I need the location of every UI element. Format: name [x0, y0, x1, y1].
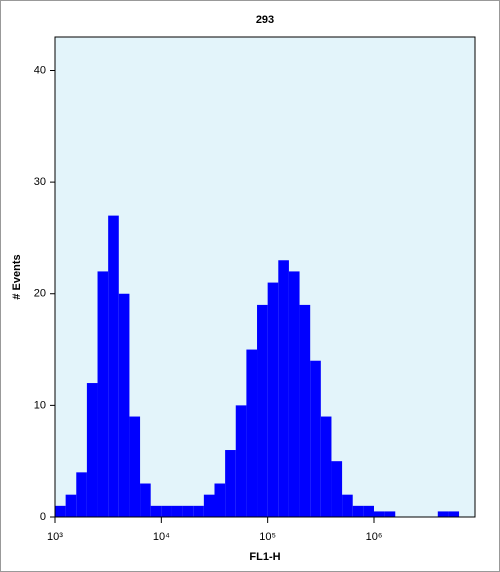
bar	[373, 511, 385, 517]
y-tick-label: 20	[34, 288, 46, 300]
bar	[384, 511, 396, 517]
bar	[288, 271, 300, 517]
bar	[278, 260, 289, 517]
bar	[161, 505, 172, 517]
y-tick-label: 0	[40, 511, 46, 523]
x-axis-label: FL1-H	[249, 551, 280, 563]
x-tick-label: 10⁶	[366, 531, 383, 543]
y-axis-label: # Events	[11, 254, 23, 299]
bar	[171, 505, 183, 517]
plot-border	[54, 36, 476, 518]
bar	[203, 494, 215, 517]
y-tick-label: 30	[34, 176, 46, 188]
bar	[182, 505, 194, 517]
bar	[246, 349, 258, 517]
bar	[310, 360, 321, 517]
bar	[267, 282, 279, 517]
bar	[352, 505, 364, 517]
x-tick-label: 10⁵	[259, 531, 276, 543]
bar	[129, 416, 141, 517]
y-tick-label: 40	[34, 64, 46, 76]
bar	[55, 505, 66, 517]
chart-title: 293	[256, 14, 274, 26]
y-tick-label: 10	[34, 399, 46, 411]
bar	[437, 511, 449, 517]
bar	[108, 215, 119, 517]
bar	[363, 505, 374, 517]
bar	[214, 483, 226, 517]
bar	[235, 405, 247, 517]
bar	[140, 483, 151, 517]
bar	[65, 494, 77, 517]
bar	[76, 472, 87, 517]
bar	[193, 505, 204, 517]
bar	[118, 293, 130, 517]
bar	[86, 383, 98, 517]
x-tick-label: 10³	[47, 531, 63, 543]
bar	[331, 461, 343, 517]
bar	[448, 511, 460, 517]
bar	[320, 416, 332, 517]
bar	[299, 304, 311, 517]
x-tick-label: 10⁴	[153, 531, 170, 543]
bar	[150, 505, 162, 517]
bar	[342, 494, 353, 517]
bar	[97, 271, 109, 517]
bar	[225, 450, 236, 517]
bar	[257, 304, 268, 517]
